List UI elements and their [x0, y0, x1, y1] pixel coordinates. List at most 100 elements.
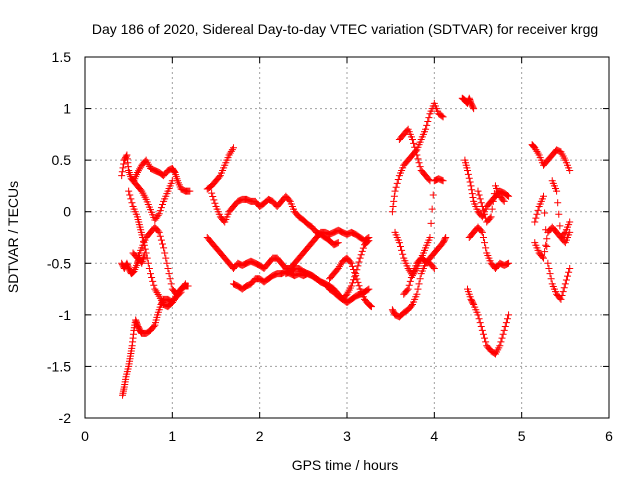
data-point	[505, 259, 513, 267]
data-point	[348, 279, 356, 287]
data-point	[144, 259, 152, 267]
data-point	[367, 303, 375, 311]
x-tick-label: 2	[256, 428, 264, 444]
data-point	[119, 164, 127, 172]
data-point	[181, 280, 189, 288]
data-point	[479, 206, 487, 214]
data-point	[180, 281, 188, 289]
y-tick-labels: -2 -1.5 -1 -0.5 0 0.5 1 1.5	[47, 49, 71, 426]
data-point	[423, 121, 431, 129]
data-point	[126, 191, 134, 199]
data-point	[542, 241, 550, 249]
data-point	[533, 210, 541, 218]
data-point	[120, 160, 128, 168]
data-point	[486, 214, 494, 222]
data-point	[547, 275, 555, 283]
data-point	[162, 254, 170, 262]
data-point	[334, 239, 342, 247]
data-point	[395, 239, 403, 247]
data-point	[428, 205, 436, 213]
data-point	[556, 222, 564, 230]
data-point	[391, 187, 399, 195]
data-point	[414, 155, 422, 163]
data-point	[392, 183, 400, 191]
data-point	[469, 103, 477, 111]
data-point	[475, 315, 483, 323]
data-point	[476, 319, 484, 327]
data-point	[468, 186, 476, 194]
data-point	[155, 228, 163, 236]
data-point	[427, 219, 435, 227]
data-point	[482, 244, 490, 252]
data-point	[358, 247, 366, 255]
data-point	[538, 253, 546, 261]
data-point	[481, 334, 489, 342]
data-point	[422, 125, 430, 133]
data-point	[470, 105, 478, 113]
data-point	[127, 195, 135, 203]
data-point	[541, 248, 549, 256]
data-point	[426, 177, 434, 185]
data-point	[153, 289, 161, 297]
data-point	[475, 191, 483, 199]
data-point	[500, 326, 508, 334]
data-point	[335, 263, 343, 271]
data-point	[478, 228, 486, 236]
data-point	[482, 338, 490, 346]
data-point	[469, 299, 477, 307]
data-point	[503, 315, 511, 323]
data-point	[285, 196, 293, 204]
data-point	[415, 280, 423, 288]
data-point	[468, 190, 476, 198]
data-point	[439, 177, 447, 185]
data-point	[228, 146, 236, 154]
data-point	[133, 169, 141, 177]
chart-title: Day 186 of 2020, Sidereal Day-to-day VTE…	[92, 21, 598, 37]
data-point	[211, 199, 219, 207]
data-point	[125, 187, 133, 195]
data-point	[147, 270, 154, 278]
data-point	[366, 302, 374, 310]
data-point	[390, 192, 398, 200]
data-point	[531, 144, 539, 152]
data-point	[557, 295, 565, 303]
data-point	[227, 147, 235, 155]
y-tick-label: 0	[63, 204, 71, 220]
data-point	[469, 194, 477, 202]
data-point	[429, 263, 437, 271]
data-point	[498, 334, 506, 342]
data-point	[438, 176, 446, 184]
data-point	[467, 182, 475, 190]
data-point	[398, 246, 406, 254]
data-point	[478, 203, 486, 211]
data-point	[404, 285, 412, 293]
data-point	[154, 211, 162, 219]
data-point	[128, 199, 136, 207]
data-point	[559, 288, 567, 296]
data-point	[168, 177, 176, 185]
data-point	[148, 273, 156, 281]
data-point	[208, 189, 216, 197]
data-point	[156, 207, 164, 215]
data-point	[474, 311, 482, 319]
data-point	[499, 330, 507, 338]
data-point	[534, 149, 542, 157]
data-point	[351, 269, 359, 277]
data-point	[403, 286, 411, 294]
data-point	[430, 264, 438, 272]
data-point	[393, 179, 401, 187]
data-point	[210, 196, 218, 204]
data-point	[441, 235, 449, 243]
data-point	[416, 275, 424, 283]
data-point	[350, 265, 358, 273]
data-point	[155, 210, 163, 218]
data-point	[166, 275, 174, 283]
data-point	[333, 239, 341, 247]
x-tick-label: 3	[343, 428, 351, 444]
data-point	[394, 175, 402, 183]
grid-lines	[85, 57, 609, 418]
data-point	[407, 302, 415, 310]
y-tick-label: -1	[59, 307, 72, 323]
data-points	[118, 94, 574, 399]
